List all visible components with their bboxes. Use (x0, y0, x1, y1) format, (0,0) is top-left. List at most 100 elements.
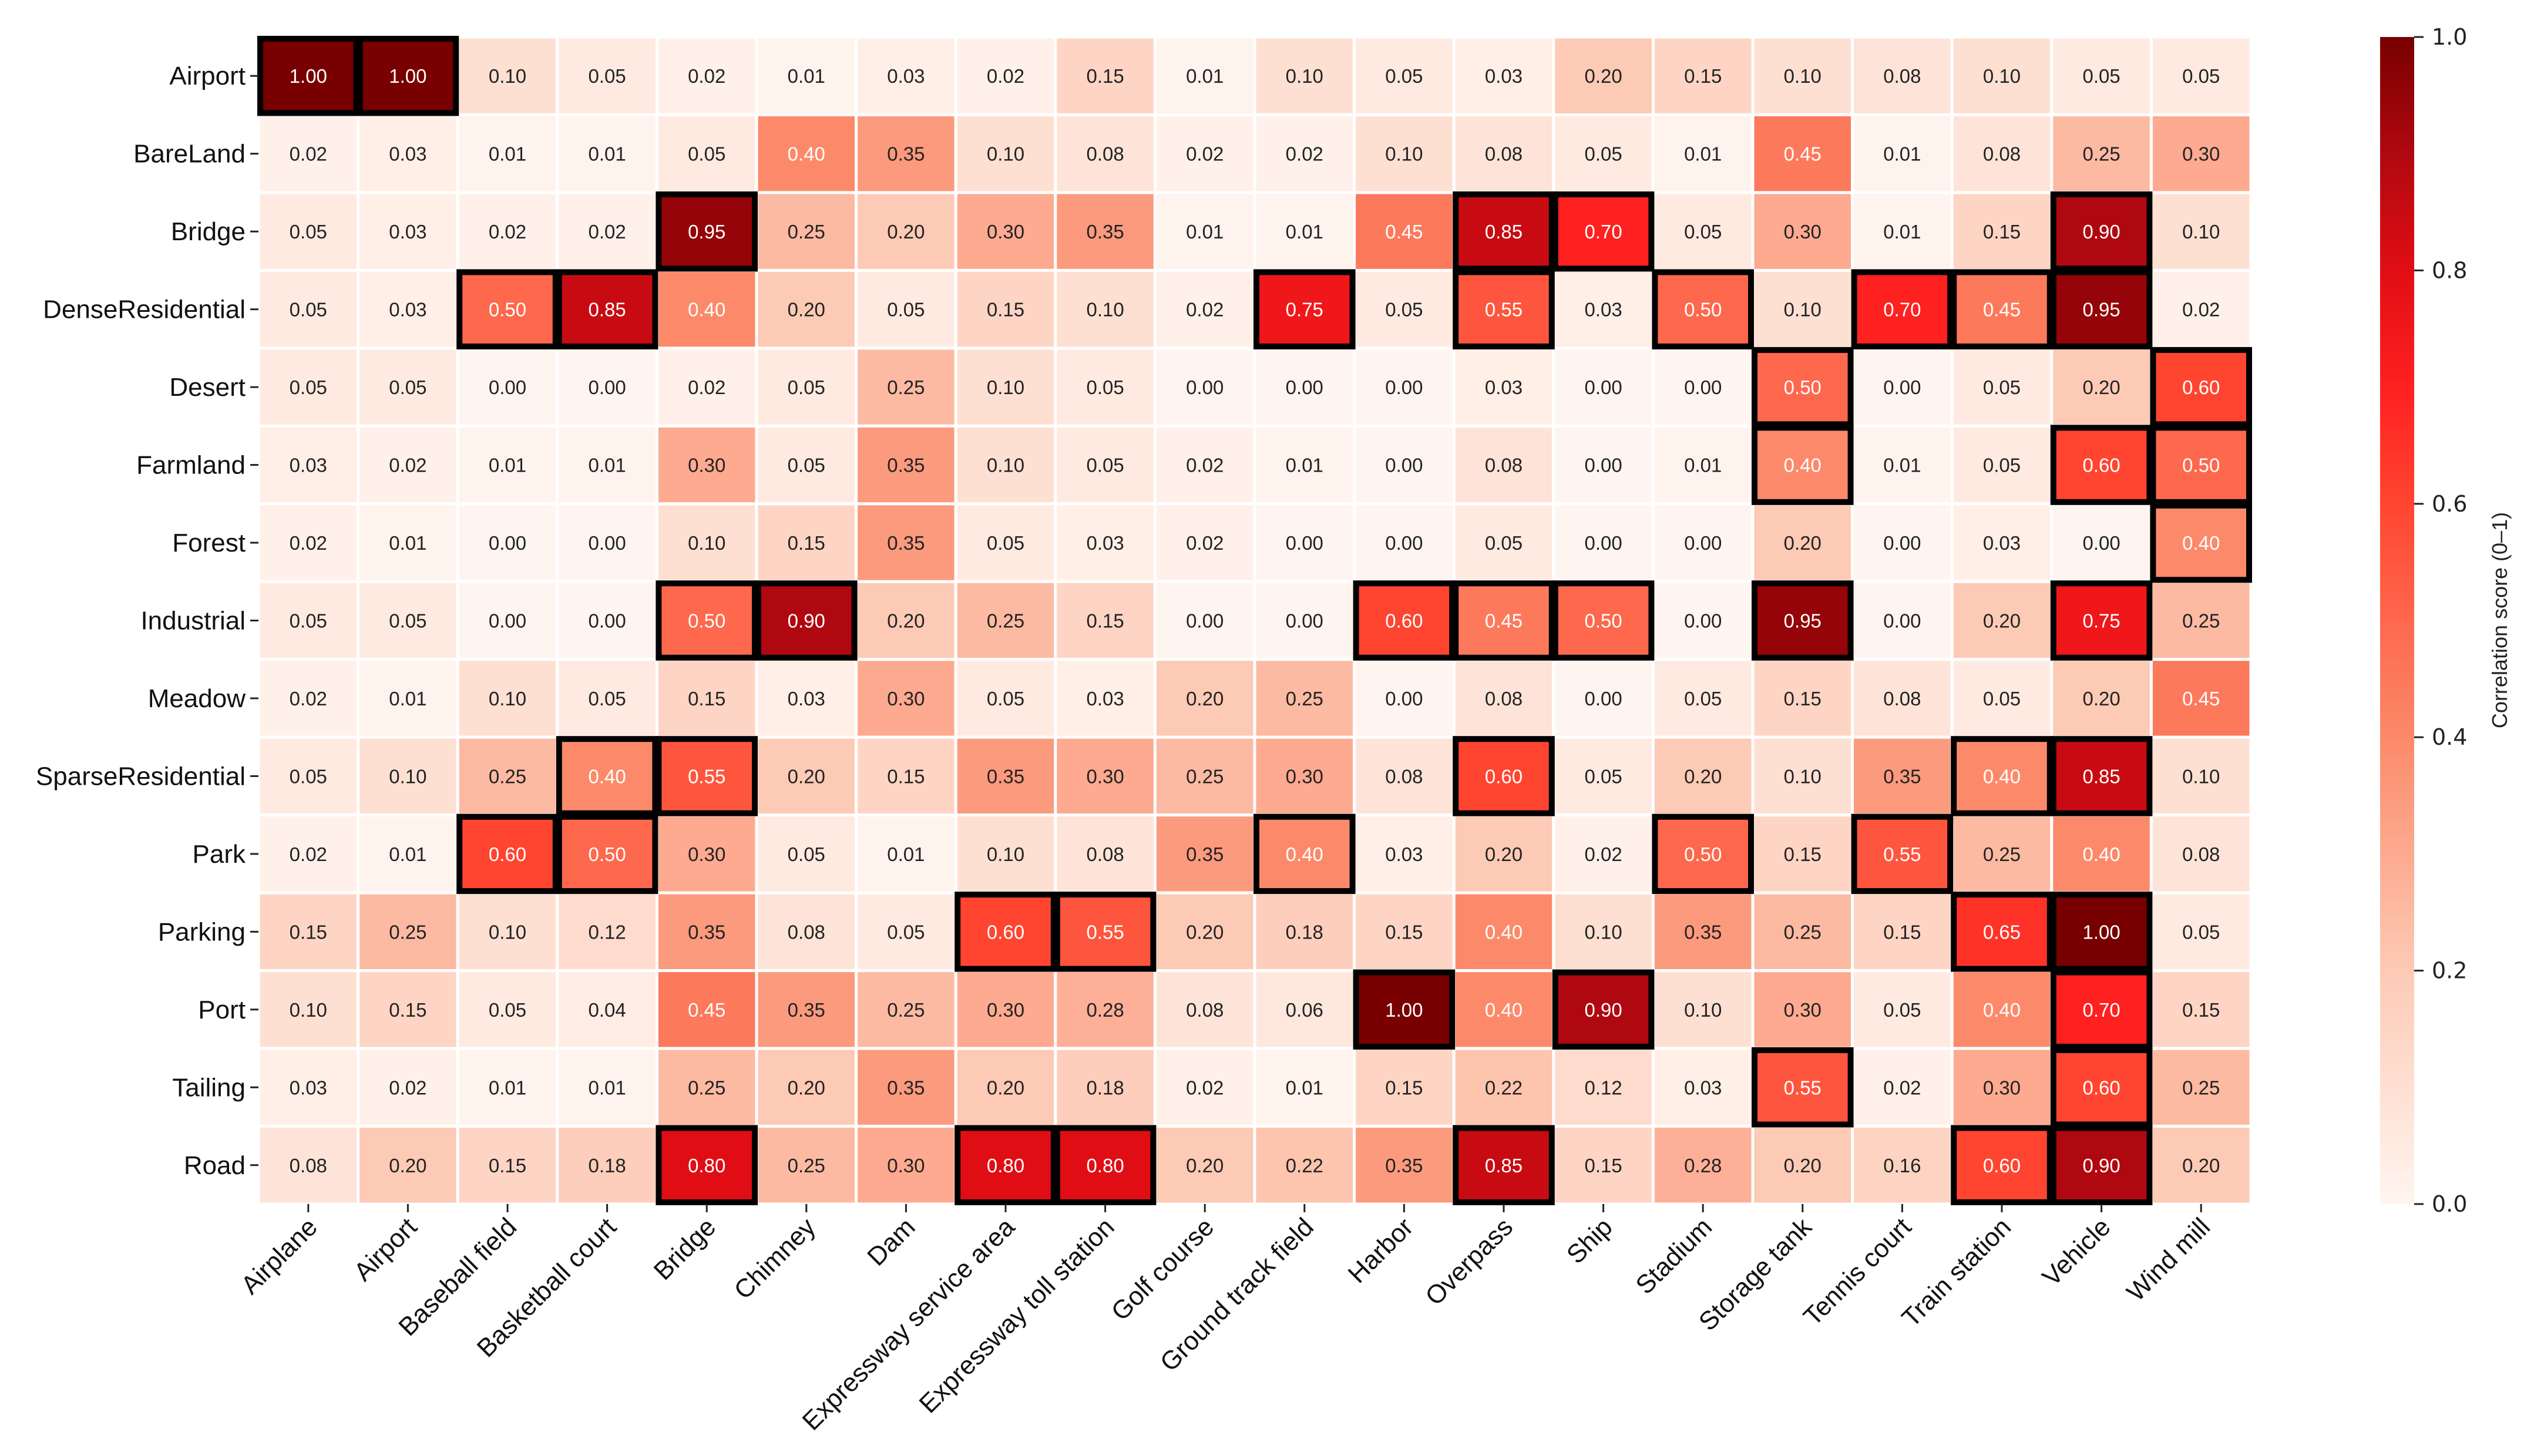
heatmap-cell (357, 735, 459, 817)
cell-value-label: 0.45 (1983, 299, 2021, 321)
cell-value-label: 0.00 (1186, 610, 1224, 632)
heatmap-cell (1054, 268, 1157, 350)
cell-value-label: 0.08 (1983, 143, 2021, 165)
cell-value-label: 0.35 (1883, 765, 1921, 787)
cell-value-label: 0.35 (887, 532, 925, 554)
highlight-border (1552, 969, 1655, 1050)
highlight-border (755, 580, 858, 661)
cell-value-label: 0.18 (588, 1155, 626, 1176)
cell-value-label: 0.10 (2182, 221, 2220, 243)
cell-value-label: 0.01 (389, 688, 426, 709)
cell-value-label: 0.20 (2082, 688, 2120, 709)
heatmap-cell (357, 813, 459, 895)
cell-value-label: 0.45 (1385, 221, 1423, 243)
heatmap-cell (1950, 813, 2054, 895)
cell-value-label: 0.01 (489, 1077, 526, 1098)
heatmap-cell (1950, 347, 2054, 428)
cell-value-label: 0.50 (588, 843, 626, 865)
heatmap-cell (1253, 191, 1356, 272)
heatmap-cell (257, 658, 360, 739)
cell-value-label: 0.20 (887, 610, 925, 632)
cell-value-label: 0.02 (688, 65, 725, 87)
cell-value-label: 0.40 (1286, 843, 1323, 865)
column-label: Ship (1561, 1212, 1618, 1269)
highlight-border (456, 269, 559, 349)
cell-value-label: 0.05 (887, 921, 925, 943)
heatmap-cell (1153, 35, 1256, 116)
highlight-borders (257, 36, 2252, 1205)
heatmap-cell (1452, 658, 1555, 739)
highlight-border (656, 191, 758, 272)
cell-value-label: 0.03 (1584, 299, 1622, 321)
highlight-border (1652, 813, 1754, 895)
cell-value-label: 0.05 (987, 532, 1024, 554)
cell-value-label: 0.00 (1684, 532, 1722, 554)
highlight-border (2050, 892, 2153, 972)
cell-value-label: 0.20 (1186, 921, 1224, 943)
cell-value-label: 0.30 (1784, 221, 1821, 243)
heatmap-cell (954, 191, 1057, 272)
heatmap-cell (954, 1125, 1057, 1206)
heatmap-cell (1651, 268, 1755, 350)
cell-value-label: 0.20 (389, 1155, 426, 1176)
row-label: Road (184, 1151, 246, 1180)
cell-value-label: 0.15 (1385, 921, 1423, 943)
cell-value-label: 0.00 (489, 376, 526, 398)
heatmap-cell (755, 891, 858, 973)
heatmap-cell (855, 891, 957, 973)
cell-value-label: 0.45 (1784, 143, 1821, 165)
highlight-border (1453, 269, 1555, 349)
heatmap-cell (1950, 1125, 2054, 1206)
heatmap-cell (1851, 891, 1954, 973)
heatmap-cell (1253, 1125, 1356, 1206)
heatmap-cell (1153, 580, 1256, 661)
cell-value-label: 0.25 (389, 921, 426, 943)
cell-value-label: 0.03 (1485, 376, 1523, 398)
cell-value-label: 0.05 (588, 65, 626, 87)
cell-value-label: 0.05 (489, 999, 526, 1021)
highlight-border (556, 269, 658, 349)
heatmap-cell (357, 658, 459, 739)
cell-value-label: 0.05 (1086, 455, 1124, 476)
cell-value-label: 0.10 (389, 765, 426, 787)
row-label: BareLand (133, 140, 246, 169)
cell-value-label: 0.25 (987, 610, 1024, 632)
row-label: DenseResidential (43, 295, 246, 324)
cell-value-label: 0.01 (1286, 455, 1323, 476)
heatmap-cell (755, 268, 858, 350)
cell-value-label: 0.08 (1485, 455, 1523, 476)
cell-value-label: 0.25 (1286, 688, 1323, 709)
colorbar-tick-label: 0.6 (2432, 491, 2467, 517)
row-label: Airport (169, 62, 246, 90)
cell-value-label: 0.20 (788, 1077, 825, 1098)
highlight-border (1652, 269, 1754, 349)
cell-value-label: 0.60 (987, 921, 1024, 943)
cell-value-label: 0.35 (987, 765, 1024, 787)
heatmap-cell (1751, 891, 1854, 973)
cell-value-label: 0.30 (1286, 765, 1323, 787)
highlight-border (2150, 425, 2252, 505)
heatmap-cell (1054, 191, 1157, 272)
cell-value-label: 0.05 (290, 610, 327, 632)
cell-value-label: 0.00 (1286, 376, 1323, 398)
heatmap-cell (855, 813, 957, 895)
cell-value-label: 0.28 (1086, 999, 1124, 1021)
highlight-border (1951, 1125, 2053, 1205)
cell-value-label: 0.20 (1684, 765, 1722, 787)
cell-value-label: 0.70 (2082, 999, 2120, 1021)
cell-value-label: 0.05 (2082, 65, 2120, 87)
cell-value-label: 0.20 (1485, 843, 1523, 865)
cell-value-label: 0.55 (1883, 843, 1921, 865)
highlight-border (1253, 813, 1356, 895)
highlight-border (2050, 580, 2153, 661)
heatmap-cell (1651, 424, 1755, 506)
highlight-border (1851, 813, 1954, 895)
heatmap-cell (556, 424, 658, 506)
heatmap-cell (1950, 1047, 2054, 1128)
row-labels: Airport BareLand Bridge DenseResidential Des… (36, 62, 258, 1180)
cell-value-label: 0.03 (1983, 532, 2021, 554)
cell-value-label: 0.01 (588, 143, 626, 165)
cell-value-label: 0.05 (1983, 688, 2021, 709)
cell-value-label: 0.60 (489, 843, 526, 865)
cell-value-label: 0.02 (290, 532, 327, 554)
